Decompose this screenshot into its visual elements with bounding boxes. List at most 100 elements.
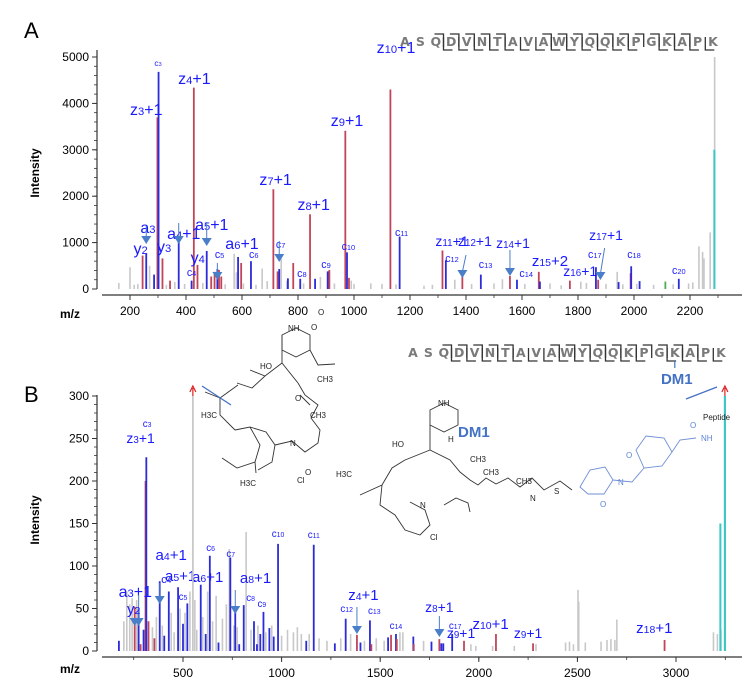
- y-tick-label: 100: [69, 559, 89, 573]
- x-tick-label: 2200: [677, 304, 704, 318]
- ion-label: z9+1: [331, 113, 364, 130]
- svg-text:N: N: [420, 501, 426, 510]
- z-fragment-bracket: [697, 348, 707, 362]
- ion-label: z3+1: [130, 102, 163, 119]
- svg-text:H3C: H3C: [336, 470, 352, 479]
- ion-label: z10+1: [377, 40, 416, 57]
- ion-label: z4+1: [348, 587, 378, 604]
- z-fragment-bracket: [558, 348, 569, 362]
- ion-label: z9+1: [514, 625, 543, 641]
- sequence-residue: P: [639, 345, 648, 360]
- z-fragment-bracket: [627, 37, 638, 51]
- arrow-head-icon: [351, 626, 362, 634]
- sequence-residue: Q: [438, 345, 449, 360]
- svg-text:O: O: [295, 394, 301, 403]
- z-fragment-bracket: [596, 37, 607, 51]
- ion-label: c7: [276, 239, 285, 251]
- y-tick-label: 200: [69, 474, 89, 488]
- sequence-residue: A: [408, 345, 418, 360]
- y-tick-label: 0: [82, 282, 89, 296]
- z-fragment-bracket: [712, 348, 723, 362]
- sequence-residue: A: [516, 345, 526, 360]
- y-tick-label: 50: [76, 602, 90, 616]
- svg-text:H: H: [448, 435, 454, 444]
- y-tick-label: 4000: [62, 96, 89, 110]
- y-tick-label: 2000: [62, 189, 89, 203]
- z-fragment-bracket: [450, 348, 461, 362]
- arrow-head-icon: [141, 236, 152, 244]
- z-fragment-bracket: [466, 348, 476, 362]
- z-fragment-bracket: [689, 37, 699, 51]
- ion-label: c9: [321, 259, 330, 271]
- svg-text:Cl: Cl: [430, 533, 438, 542]
- sequence-residue: V: [531, 345, 541, 360]
- sequence-residue: W: [560, 345, 574, 360]
- arrow-head-icon: [173, 236, 184, 244]
- dm1-conjugate-labels: DM1 NH HO H CH3 CH3 CH3 H3C N Cl N S N O…: [336, 399, 731, 542]
- maytansinoid-structure: [204, 327, 336, 474]
- ion-label: c18: [627, 249, 641, 261]
- sequence-residue: Q: [584, 34, 595, 49]
- x-tick-label: 2500: [564, 666, 591, 680]
- ion-label: c14: [519, 268, 533, 280]
- ion-label: a5+1: [195, 217, 228, 234]
- dm1-structure-label: DM1: [458, 424, 490, 441]
- dm1-conjugate-structure: [359, 402, 573, 536]
- ion-label: z15+2: [532, 253, 568, 270]
- sequence-residue: Q: [592, 345, 603, 360]
- ion-label: c3: [143, 419, 152, 430]
- z-fragment-bracket: [535, 37, 545, 51]
- ion-label: y4: [191, 250, 205, 267]
- sequence-residue: K: [670, 345, 681, 360]
- x-tick-label: 1600: [509, 304, 536, 318]
- ion-label: c12: [340, 604, 353, 615]
- label-arrow: [461, 254, 467, 273]
- svg-text:O: O: [600, 500, 606, 509]
- z-fragment-bracket: [481, 348, 492, 362]
- ion-label: c11: [308, 530, 320, 541]
- z-fragment-bracket: [704, 37, 715, 51]
- arrow-head-icon: [434, 629, 445, 637]
- label-arrow: [599, 247, 606, 275]
- ion-label: c6: [249, 249, 258, 261]
- ion-label: c4: [187, 267, 196, 279]
- svg-text:CH3: CH3: [317, 375, 334, 384]
- x-tick-label: 500: [173, 666, 193, 680]
- sequence-residue: D: [446, 34, 456, 49]
- sequence-residue: T: [493, 34, 502, 49]
- svg-text:HO: HO: [392, 440, 404, 449]
- sequence-residue: K: [662, 34, 673, 49]
- x-tick-label: 1000: [341, 304, 368, 318]
- ion-label: c14: [390, 621, 403, 632]
- ion-label: c17: [449, 621, 462, 632]
- sequence-residue: K: [616, 34, 627, 49]
- arrow-head-icon: [504, 268, 515, 276]
- ion-label: c13: [368, 606, 381, 617]
- svg-text:CH3: CH3: [310, 411, 327, 420]
- up-arrow-icon: [721, 384, 729, 393]
- y-tick-label: 3000: [62, 143, 89, 157]
- z-fragment-bracket: [574, 348, 584, 362]
- ion-label: c5: [215, 249, 224, 261]
- ion-label: c4: [161, 574, 172, 586]
- x-tick-label: 1400: [453, 304, 480, 318]
- svg-text:H3C: H3C: [240, 479, 256, 488]
- svg-text:N: N: [530, 494, 536, 503]
- sequence-residue: G: [646, 34, 656, 49]
- sequence-residue: Q: [608, 345, 619, 360]
- sequence-residue: N: [485, 345, 495, 360]
- ion-label: a3+1: [119, 584, 152, 601]
- sequence-residue: W: [552, 34, 566, 49]
- z-fragment-bracket: [504, 37, 515, 51]
- ion-label: z16+1: [563, 263, 597, 279]
- arrow-head-icon: [457, 270, 468, 278]
- ion-label: z17+1: [589, 227, 623, 243]
- sequence-residue: V: [462, 34, 472, 49]
- sequence-residue: A: [508, 34, 518, 49]
- ion-label: z7+1: [259, 172, 292, 189]
- z-fragment-bracket: [581, 37, 592, 51]
- sequence-residue: N: [477, 34, 487, 49]
- x-tick-label: 200: [120, 304, 140, 318]
